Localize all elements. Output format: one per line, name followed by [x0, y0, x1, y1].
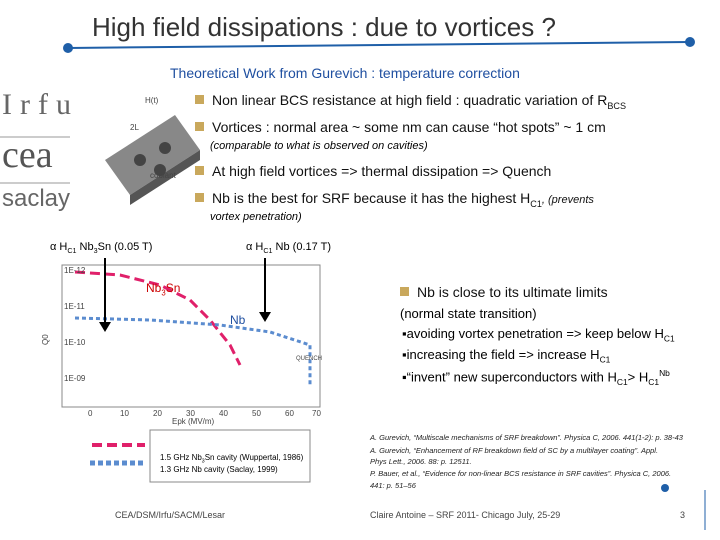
quench-label: QUENCH: [296, 356, 322, 362]
text-part: α H: [50, 241, 68, 253]
legend-entry: 1.3 GHz Nb cavity (Saclay, 1999): [160, 465, 278, 474]
right-item: ▪avoiding vortex penetration => keep bel…: [402, 326, 675, 344]
text-part: Vortices : normal area ~ some nm can cau…: [212, 119, 606, 135]
x-label: Epk (MV/m): [172, 417, 215, 426]
text-part: Nb is the best for SRF because it has th…: [212, 190, 531, 206]
text-part: , (prevents: [541, 194, 594, 206]
text-part: 3: [93, 247, 98, 256]
right-note: (normal state transition): [400, 306, 537, 321]
text-part: Sn (0.05 T): [97, 241, 153, 253]
y-tick-label: 1E-10: [64, 338, 86, 347]
x-tick-label: 70: [312, 409, 321, 418]
text-part: 3: [201, 458, 205, 465]
text-part: increasing the field => increase H: [406, 347, 600, 362]
text-part: Non linear BCS resistance at high field …: [212, 92, 608, 108]
x-tick-label: 40: [219, 409, 228, 418]
text-part: α H: [246, 241, 264, 253]
text-part: > H: [627, 369, 649, 385]
text-part: Sn cavity (Wuppertal, 1986): [204, 453, 304, 462]
y-tick-label: 1E-11: [64, 302, 85, 311]
text-part: C1: [67, 247, 77, 256]
text-part: C1: [616, 376, 628, 387]
curve-label: Nb: [230, 313, 246, 327]
text-part: Nb: [76, 241, 94, 253]
text-part: C1: [648, 376, 660, 387]
bullet: Non linear BCS resistance at high field …: [195, 92, 626, 111]
x-tick-label: 30: [186, 409, 195, 418]
text-part: 1.5 GHz Nb: [160, 453, 202, 462]
right-item: ▪“invent” new superconductors with HC1> …: [402, 368, 670, 387]
logo: Irfu: [2, 88, 79, 121]
text-part: Nb (0.17 T): [272, 241, 331, 253]
y-tick-label: 1E-09: [64, 374, 86, 383]
logo: saclay: [2, 185, 71, 212]
note: vortex penetration): [210, 211, 302, 223]
diagram-label: 2L: [130, 123, 139, 132]
text-part: “invent” new superconductors with H: [406, 369, 617, 385]
footer: CEA/DSM/Irfu/SACM/Lesar: [115, 510, 226, 520]
reference: 441: p. 51–56: [370, 481, 416, 490]
logo: cea: [2, 134, 53, 176]
text-part: At high field vortices => thermal dissip…: [212, 163, 552, 179]
annotation: α HC1 Nb3Sn (0.05 T): [50, 241, 152, 255]
x-tick-label: 60: [285, 409, 294, 418]
x-tick-label: 20: [153, 409, 162, 418]
text-part: C1: [530, 198, 542, 209]
bullet: Vortices : normal area ~ some nm can cau…: [195, 119, 606, 135]
page-number: 3: [680, 510, 686, 520]
x-tick-label: 0: [88, 409, 93, 418]
reference: A. Gurevich, “Multiscale mechanisms of S…: [370, 433, 683, 442]
curve-label: Nb3Sn: [146, 281, 180, 297]
title: High field dissipations : due to vortice…: [92, 12, 556, 42]
reference: Phys Lett., 2006. 88: p. 12511.: [370, 457, 472, 466]
text-part: avoiding vortex penetration => keep belo…: [406, 326, 664, 341]
subtitle: Theoretical Work from Gurevich : tempera…: [170, 65, 520, 81]
reference: A. Gurevich, “Enhancement of RF breakdow…: [370, 446, 659, 455]
text-part: Nb is close to its ultimate limits: [417, 284, 608, 300]
x-tick-label: 50: [252, 409, 261, 418]
x-tick-label: 10: [120, 409, 129, 418]
footer: Claire Antoine – SRF 2011- Chicago July,…: [370, 510, 561, 520]
right-heading: Nb is close to its ultimate limits: [400, 284, 608, 300]
diagram-label: coolant: [150, 171, 177, 180]
reference: P. Bauer, et al., “Evidence for non-line…: [370, 469, 672, 478]
text-part: 3: [161, 288, 166, 298]
text-part: Nb: [146, 281, 162, 295]
text-part: BCS: [607, 100, 627, 111]
annotation: α HC1 Nb (0.17 T): [246, 241, 331, 255]
right-item: ▪increasing the field => increase HC1: [402, 347, 611, 365]
y-tick-label: 1E-12: [64, 266, 86, 275]
legend-entry: 1.5 GHz Nb3Sn cavity (Wuppertal, 1986): [160, 453, 303, 465]
y-label: Q0: [41, 334, 50, 345]
diagram-label: H(t): [145, 96, 159, 105]
bullet: At high field vortices => thermal dissip…: [195, 163, 551, 179]
note: (comparable to what is observed on cavit…: [210, 140, 428, 152]
text-part: C1: [663, 333, 675, 344]
text-part: C1: [263, 247, 273, 256]
text-part: Nb: [659, 368, 670, 378]
text-part: C1: [599, 354, 611, 365]
text-part: Sn: [165, 281, 181, 295]
bullet: Nb is the best for SRF because it has th…: [195, 190, 594, 209]
